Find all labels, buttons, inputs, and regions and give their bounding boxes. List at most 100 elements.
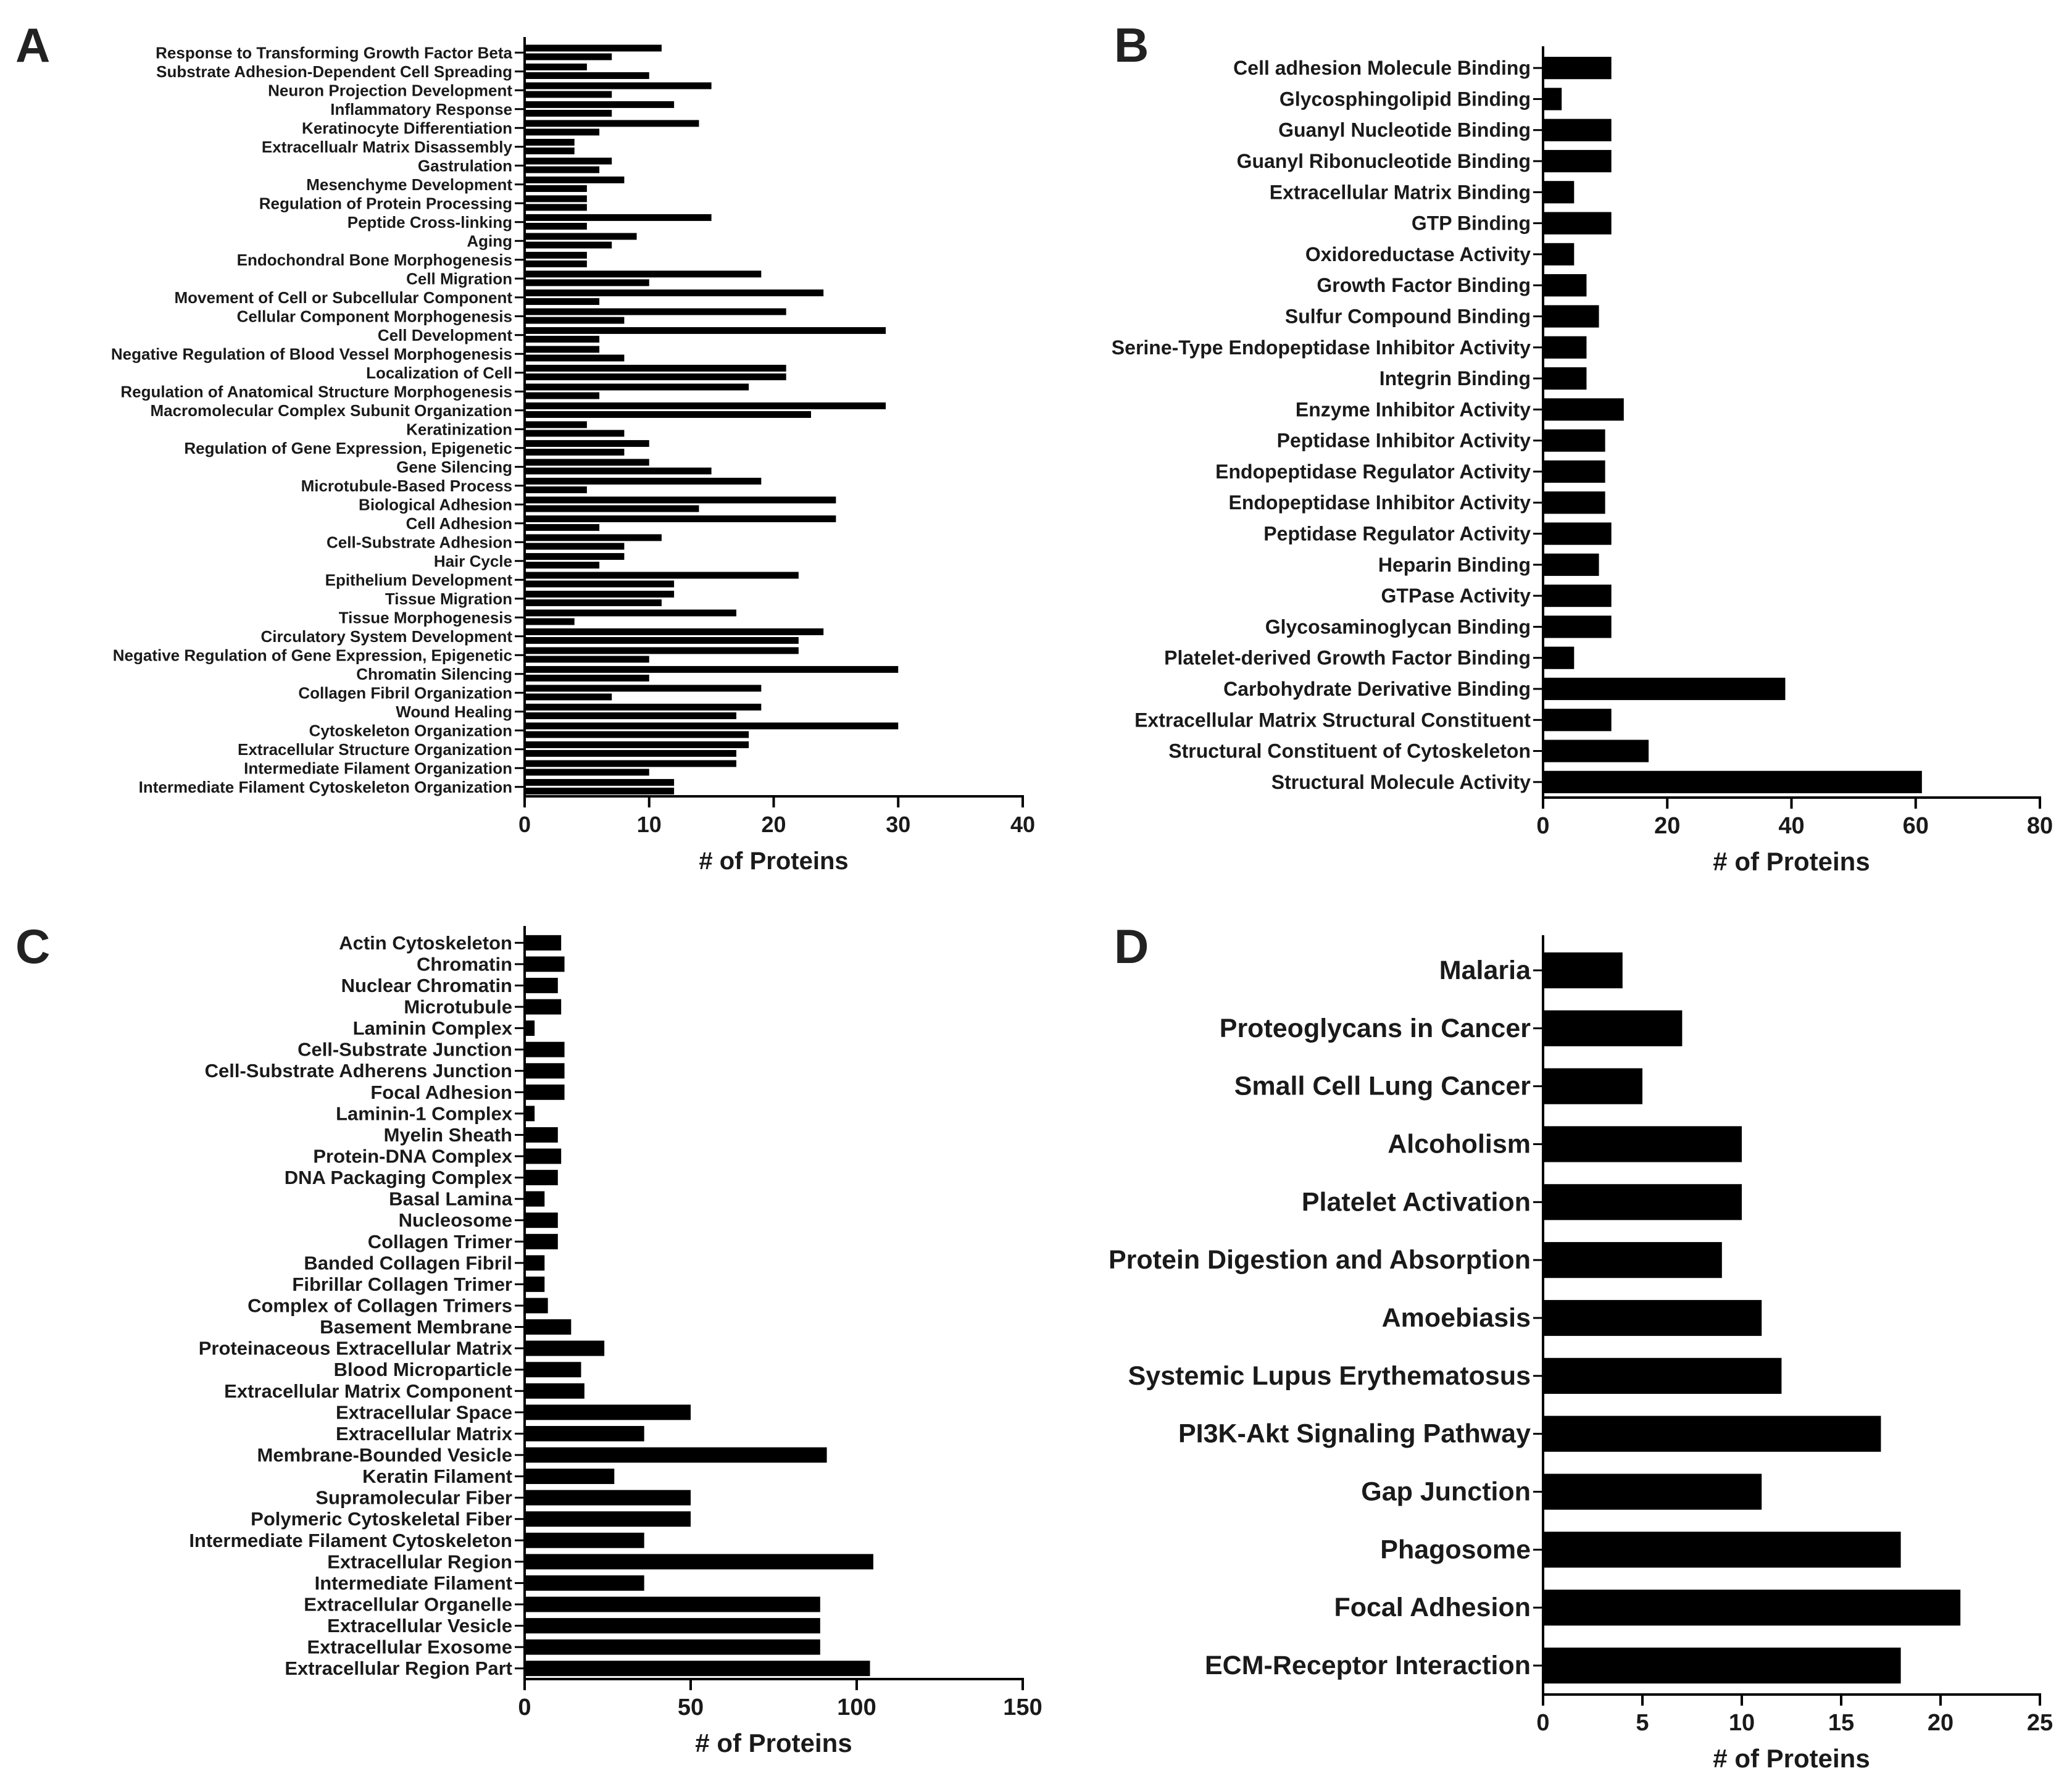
category-label: Cell adhesion Molecule Binding bbox=[1233, 57, 1531, 79]
category-label: Myelin Sheath bbox=[384, 1124, 512, 1146]
category-label: Protein-DNA Complex bbox=[313, 1146, 512, 1167]
bar bbox=[525, 44, 662, 52]
bar bbox=[525, 647, 799, 654]
x-tick-label: 15 bbox=[1828, 1710, 1854, 1736]
category-label: Extracellular Region bbox=[327, 1551, 512, 1572]
bar bbox=[1543, 1010, 1683, 1046]
x-axis-title: # of Proteins bbox=[699, 848, 848, 875]
bar bbox=[525, 138, 575, 146]
category-label: Extracellular Matrix Binding bbox=[1270, 181, 1531, 203]
bar bbox=[1543, 1415, 1881, 1452]
category-label: Extracellular Matrix bbox=[336, 1423, 513, 1445]
bar bbox=[1543, 1184, 1742, 1220]
category-label: Growth Factor Binding bbox=[1317, 274, 1531, 296]
category-label: Extracellular Region Part bbox=[285, 1657, 512, 1679]
bar bbox=[525, 1575, 644, 1591]
bar bbox=[1543, 149, 1612, 173]
category-label: Platelet Activation bbox=[1302, 1187, 1531, 1217]
category-label: DNA Packaging Complex bbox=[285, 1167, 513, 1188]
bar bbox=[1543, 770, 1922, 793]
bar bbox=[525, 685, 762, 692]
x-tick-label: 150 bbox=[1003, 1695, 1042, 1720]
bar bbox=[525, 760, 736, 767]
panel-letter: B bbox=[1114, 18, 1149, 72]
category-label: GTP Binding bbox=[1412, 212, 1531, 235]
category-label: Basal Lamina bbox=[389, 1188, 513, 1210]
bar bbox=[525, 308, 786, 315]
category-label: Complex of Collagen Trimers bbox=[248, 1295, 512, 1317]
x-axis-title: # of Proteins bbox=[695, 1728, 852, 1757]
bar bbox=[525, 1661, 870, 1677]
bar bbox=[525, 741, 749, 748]
category-label: Blood Microparticle bbox=[334, 1359, 512, 1380]
bar bbox=[525, 609, 736, 617]
bar bbox=[525, 1106, 535, 1122]
category-label: Keratin Filament bbox=[362, 1465, 512, 1487]
bar bbox=[1543, 491, 1605, 514]
bar bbox=[525, 354, 625, 362]
category-label: Phagosome bbox=[1380, 1535, 1531, 1564]
x-tick-label: 20 bbox=[1928, 1710, 1953, 1736]
bar bbox=[1543, 398, 1624, 421]
bar bbox=[1543, 57, 1612, 80]
bar bbox=[525, 572, 799, 579]
bar bbox=[525, 712, 736, 719]
category-label: Epithelium Development bbox=[325, 570, 513, 589]
category-label: Chromatin bbox=[417, 953, 512, 975]
category-label: Proteoglycans in Cancer bbox=[1220, 1014, 1531, 1043]
bar bbox=[525, 402, 886, 409]
bar bbox=[525, 599, 662, 606]
x-tick-label: 20 bbox=[1654, 813, 1680, 839]
bar bbox=[525, 120, 699, 127]
category-label: Laminin Complex bbox=[353, 1017, 513, 1039]
category-label: Chromatin Silencing bbox=[356, 665, 512, 683]
category-label: Circulatory System Development bbox=[261, 627, 513, 646]
bar bbox=[525, 214, 712, 221]
panel-A: A Response to Transforming Growth Factor … bbox=[15, 18, 1035, 875]
category-label: Movement of Cell or Subcellular Componen… bbox=[175, 288, 513, 307]
category-label: Macromolecular Complex Subunit Organizat… bbox=[150, 401, 512, 420]
bar bbox=[525, 1170, 558, 1186]
bar bbox=[525, 298, 600, 305]
category-label: Keratinocyte Differentiation bbox=[302, 119, 512, 137]
bar bbox=[525, 1276, 545, 1292]
bar bbox=[525, 523, 600, 531]
category-label: Membrane-Bounded Vesicle bbox=[257, 1445, 512, 1466]
bar bbox=[1543, 1647, 1901, 1684]
bar bbox=[525, 222, 587, 230]
bar bbox=[1543, 646, 1575, 669]
bar bbox=[525, 628, 824, 635]
category-label: Cell-Substrate Adherens Junction bbox=[205, 1060, 512, 1082]
category-label: Peptidase Inhibitor Activity bbox=[1277, 430, 1531, 452]
bar bbox=[525, 656, 649, 663]
category-label: Sulfur Compound Binding bbox=[1285, 305, 1531, 327]
bar bbox=[525, 477, 762, 485]
bar bbox=[525, 769, 649, 776]
x-tick-label: 100 bbox=[837, 1695, 876, 1720]
bar bbox=[525, 1532, 644, 1548]
category-label: Structural Constituent of Cytoskeleton bbox=[1168, 740, 1531, 762]
bar bbox=[1543, 181, 1575, 204]
bar bbox=[525, 580, 675, 588]
bar bbox=[525, 289, 824, 296]
category-label: Extracellular Structure Organization bbox=[238, 740, 512, 759]
bar bbox=[525, 787, 675, 794]
category-label: Cytoskeleton Organization bbox=[309, 721, 512, 740]
bar bbox=[525, 1255, 545, 1271]
bar bbox=[525, 440, 649, 447]
category-label: Proteinaceous Extracellular Matrix bbox=[199, 1338, 513, 1359]
bar bbox=[525, 430, 625, 437]
bar bbox=[525, 346, 600, 353]
x-tick-label: 60 bbox=[1903, 813, 1929, 839]
category-label: Extracellualr Matrix Disassembly bbox=[262, 138, 513, 156]
bar bbox=[525, 1212, 558, 1228]
bar bbox=[1543, 522, 1612, 545]
bar bbox=[525, 1127, 558, 1143]
bar bbox=[525, 1340, 605, 1356]
category-label: Mesenchyme Development bbox=[306, 175, 512, 194]
category-label: Intermediate Filament bbox=[315, 1572, 512, 1594]
bar bbox=[1543, 1299, 1762, 1336]
bar bbox=[525, 665, 899, 673]
bar bbox=[525, 1191, 545, 1207]
